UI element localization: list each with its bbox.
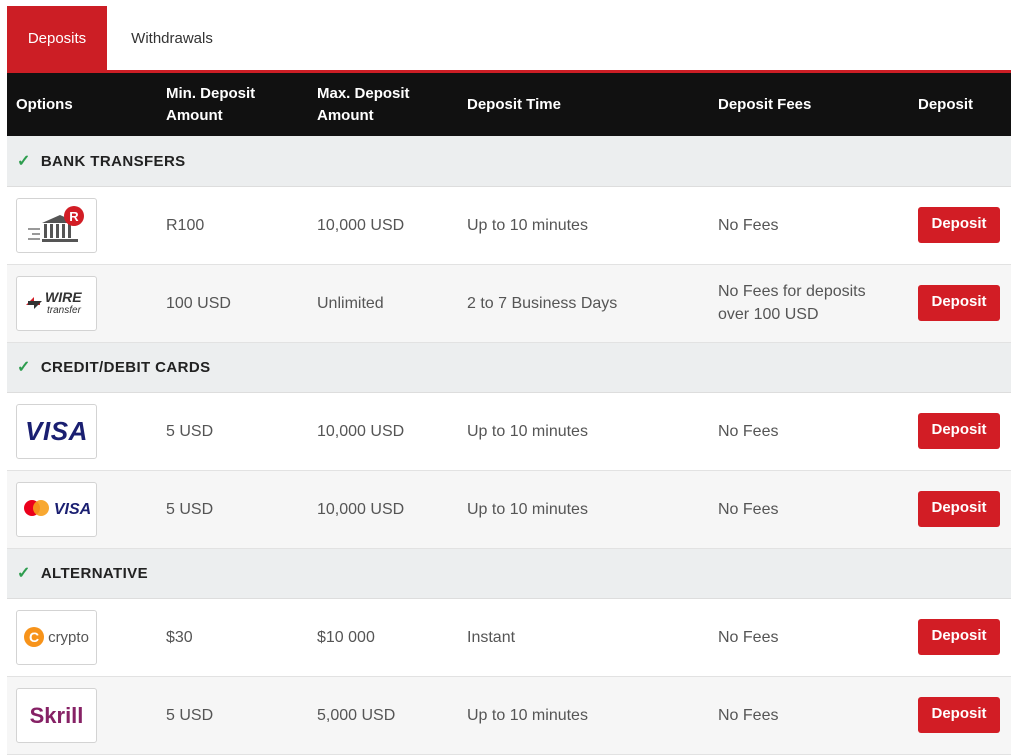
section-bank-transfers: ✓ BANK TRANSFERS bbox=[7, 136, 1011, 187]
min-deposit: 100 USD bbox=[166, 264, 317, 343]
min-deposit: $30 bbox=[166, 598, 317, 677]
deposit-time: Up to 10 minutes bbox=[467, 470, 718, 549]
table-row: VISA 5 USD 10,000 USD Up to 10 minutes N… bbox=[7, 470, 1011, 549]
deposit-time: Up to 10 minutes bbox=[467, 676, 718, 755]
deposit-time: Instant bbox=[467, 598, 718, 677]
deposit-options-table: Options Min. Deposit Amount Max. Deposit… bbox=[7, 73, 1011, 755]
mastercard-icon bbox=[23, 500, 49, 516]
bank-transfer-logo: R bbox=[16, 197, 97, 253]
deposit-fees: No Fees bbox=[718, 470, 918, 549]
deposit-button[interactable]: Deposit bbox=[918, 207, 1000, 243]
deposit-button[interactable]: Deposit bbox=[918, 491, 1000, 527]
section-title: BANK TRANSFERS bbox=[40, 152, 186, 170]
header-max-deposit: Max. Deposit Amount bbox=[317, 84, 410, 124]
wire-arrows-icon: WIRE transfer bbox=[25, 289, 82, 316]
deposit-time: 2 to 7 Business Days bbox=[467, 264, 718, 343]
visa-wordmark: VISA bbox=[53, 500, 92, 518]
skrill-wordmark: Skrill bbox=[29, 702, 84, 728]
section-title: ALTERNATIVE bbox=[40, 565, 148, 582]
max-deposit: $10 000 bbox=[317, 598, 467, 677]
section-credit-debit-cards: ✓ CREDIT/DEBIT CARDS bbox=[7, 342, 1011, 393]
max-deposit: 5,000 USD bbox=[317, 676, 467, 755]
deposit-fees: No Fees for deposits over 100 USD bbox=[718, 264, 918, 343]
skrill-logo: Skrill bbox=[16, 687, 97, 743]
table-row: C crypto $30 $10 000 Instant No Fees Dep… bbox=[7, 598, 1011, 677]
checkmark-icon: ✓ bbox=[17, 565, 31, 582]
section-alternative: ✓ ALTERNATIVE bbox=[7, 548, 1011, 599]
deposit-fees: No Fees bbox=[718, 186, 918, 265]
max-deposit: 10,000 USD bbox=[317, 470, 467, 549]
deposit-fees: No Fees bbox=[718, 676, 918, 755]
header-deposit-time: Deposit Time bbox=[467, 95, 561, 113]
wire-transfer-logo: WIRE transfer bbox=[16, 275, 97, 331]
crypto-logo: C crypto bbox=[16, 609, 97, 665]
crypto-wordmark: crypto bbox=[48, 628, 89, 646]
checkmark-icon: ✓ bbox=[17, 152, 31, 170]
tab-withdrawals[interactable]: Withdrawals bbox=[107, 6, 237, 70]
table-row: Skrill 5 USD 5,000 USD Up to 10 minutes … bbox=[7, 676, 1011, 755]
table-row: R R100 10,000 USD Up to 10 minutes No Fe… bbox=[7, 186, 1011, 265]
section-title: CREDIT/DEBIT CARDS bbox=[40, 359, 211, 376]
table-row: WIRE transfer 100 USD Unlimited 2 to 7 B… bbox=[7, 264, 1011, 343]
max-deposit: 10,000 USD bbox=[317, 186, 467, 265]
checkmark-icon: ✓ bbox=[17, 359, 31, 376]
visa-logo: VISA bbox=[16, 403, 97, 459]
bank-building-icon: R bbox=[27, 206, 84, 242]
min-deposit: 5 USD bbox=[166, 470, 317, 549]
table-header-row: Options Min. Deposit Amount Max. Deposit… bbox=[7, 73, 1011, 136]
header-min-deposit: Min. Deposit Amount bbox=[166, 84, 256, 124]
min-deposit: R100 bbox=[166, 186, 317, 265]
mastercard-visa-logo: VISA bbox=[16, 481, 97, 537]
svg-text:R: R bbox=[69, 209, 79, 224]
min-deposit: 5 USD bbox=[166, 392, 317, 471]
header-options: Options bbox=[16, 95, 73, 113]
deposit-time: Up to 10 minutes bbox=[467, 392, 718, 471]
max-deposit: 10,000 USD bbox=[317, 392, 467, 471]
deposit-button[interactable]: Deposit bbox=[918, 413, 1000, 449]
transfer-text: transfer bbox=[47, 305, 82, 316]
header-deposit-fees: Deposit Fees bbox=[718, 95, 812, 113]
tab-deposits[interactable]: Deposits bbox=[7, 6, 107, 70]
wire-text: WIRE bbox=[45, 289, 82, 305]
deposit-button[interactable]: Deposit bbox=[918, 619, 1000, 655]
visa-wordmark: VISA bbox=[25, 415, 88, 446]
payment-methods-panel: Deposits Withdrawals Options Min. Deposi… bbox=[7, 6, 1011, 755]
min-deposit: 5 USD bbox=[166, 676, 317, 755]
tab-bar: Deposits Withdrawals bbox=[7, 6, 1011, 73]
header-deposit: Deposit bbox=[918, 95, 974, 113]
table-row: VISA 5 USD 10,000 USD Up to 10 minutes N… bbox=[7, 392, 1011, 471]
crypto-coin-icon: C bbox=[24, 627, 45, 647]
deposit-button[interactable]: Deposit bbox=[918, 285, 1000, 321]
deposit-fees: No Fees bbox=[718, 392, 918, 471]
deposit-fees: No Fees bbox=[718, 598, 918, 677]
deposit-time: Up to 10 minutes bbox=[467, 186, 718, 265]
deposit-button[interactable]: Deposit bbox=[918, 697, 1000, 733]
max-deposit: Unlimited bbox=[317, 264, 467, 343]
